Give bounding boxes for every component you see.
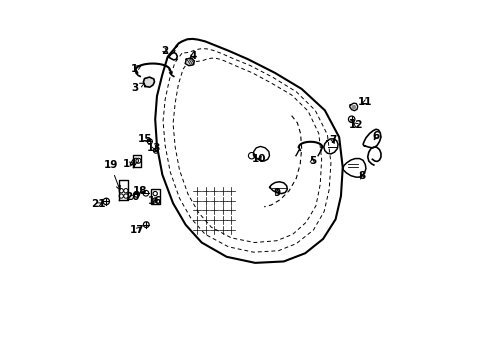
Text: 21: 21 (91, 199, 106, 209)
Text: 1: 1 (131, 64, 141, 74)
Bar (150, 189, 160, 204)
Text: 15: 15 (138, 134, 152, 144)
Text: 12: 12 (348, 120, 363, 130)
Polygon shape (143, 77, 154, 87)
Text: 4: 4 (189, 51, 196, 61)
Text: 13: 13 (147, 143, 162, 153)
Text: 8: 8 (357, 171, 365, 181)
Text: 18: 18 (133, 186, 147, 197)
Text: 2: 2 (161, 46, 168, 56)
Text: 5: 5 (308, 156, 315, 166)
Circle shape (351, 105, 355, 109)
Text: 17: 17 (130, 225, 144, 235)
Text: 16: 16 (148, 197, 162, 206)
Text: 10: 10 (252, 154, 266, 164)
Polygon shape (185, 58, 194, 66)
Text: 20: 20 (124, 192, 139, 202)
Text: 3: 3 (131, 83, 144, 93)
Text: 9: 9 (273, 188, 280, 198)
Text: 6: 6 (371, 131, 379, 141)
Text: 7: 7 (329, 135, 336, 145)
Text: 19: 19 (103, 160, 120, 190)
Text: 14: 14 (122, 159, 137, 169)
Text: 11: 11 (357, 97, 372, 107)
